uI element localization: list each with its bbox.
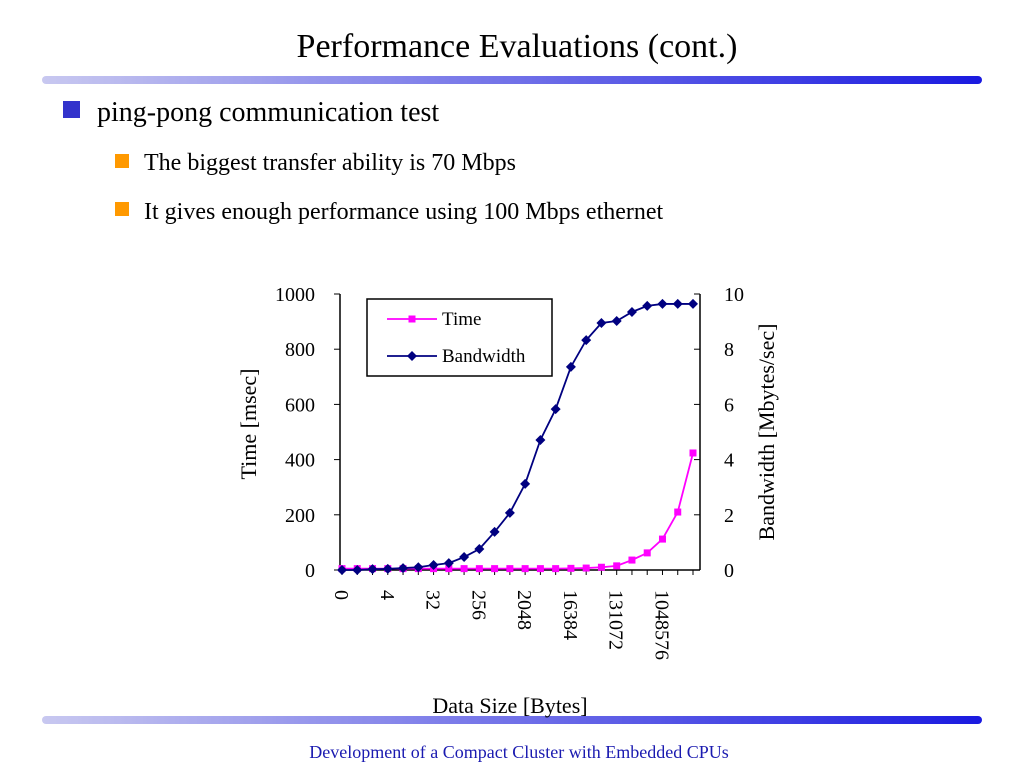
point (626, 306, 637, 317)
x-tick-label: 256 (467, 590, 489, 620)
point (642, 300, 653, 311)
point (489, 526, 500, 537)
point (459, 552, 470, 563)
y-axis-label: Time [msec] (236, 368, 261, 479)
y2-tick-label: 10 (724, 284, 744, 306)
point (337, 565, 347, 575)
legend-label: Bandwidth (442, 346, 526, 367)
point (382, 563, 393, 574)
y2-tick-label: 6 (724, 394, 734, 416)
point (613, 562, 621, 570)
point (352, 565, 363, 575)
x-axis-label: Data Size [Bytes] (432, 693, 587, 718)
slide-title: Performance Evaluations (cont.) (297, 28, 738, 65)
point (550, 404, 561, 415)
y-tick-label: 400 (285, 450, 315, 472)
point (460, 565, 468, 573)
point (689, 449, 697, 457)
point (428, 560, 439, 571)
y-tick-label: 800 (285, 339, 315, 361)
y-tick-label: 200 (285, 505, 315, 527)
point (628, 556, 636, 564)
point (398, 563, 409, 574)
point (407, 351, 417, 361)
x-tick-label: 131072 (605, 590, 627, 650)
point (367, 564, 378, 575)
point (535, 435, 546, 446)
y2-tick-label: 0 (724, 560, 734, 582)
x-tick-label: 1048576 (650, 590, 672, 660)
point (474, 544, 485, 555)
point (597, 563, 605, 571)
chart: 0 200 400 600 800 1000 0 2 4 6 8 10 0 4 32 256 2048 16384… (236, 284, 779, 718)
legend-box (366, 298, 553, 377)
point (491, 565, 499, 573)
legend-label: Time (442, 309, 481, 330)
bullet-icon (115, 154, 129, 168)
point (413, 562, 424, 573)
point (552, 565, 560, 573)
bullet: ping-pong communication test (97, 97, 439, 128)
point (504, 507, 515, 518)
point (567, 564, 575, 572)
y2-tick-label: 8 (724, 339, 734, 361)
rule (42, 716, 982, 724)
point (581, 335, 592, 346)
rule (42, 76, 982, 84)
point (688, 298, 698, 309)
y2-tick-label: 2 (724, 505, 734, 527)
bullet-icon (115, 202, 129, 216)
point (596, 317, 607, 328)
x-tick-label: 16384 (559, 590, 581, 640)
bullet-icon (63, 101, 80, 118)
y-tick-label: 600 (285, 394, 315, 416)
point (565, 361, 576, 372)
point (643, 549, 651, 557)
x-tick-label: 0 (330, 590, 352, 600)
x-tick-label: 4 (376, 590, 398, 600)
x-tick-label: 2048 (513, 590, 535, 630)
sub-bullet: It gives enough performance using 100 Mb… (144, 199, 664, 225)
point (582, 564, 590, 572)
x-tick-label: 32 (422, 590, 444, 610)
y2-axis-label: Bandwidth [Mbytes/sec] (754, 324, 779, 541)
sub-bullet: The biggest transfer ability is 70 Mbps (144, 150, 516, 176)
y-tick-label: 0 (305, 560, 315, 582)
y-tick-label: 1000 (275, 284, 315, 306)
series-line (342, 452, 694, 570)
point (672, 298, 683, 309)
point (657, 298, 668, 309)
point (475, 565, 483, 573)
y2-tick-label: 4 (724, 450, 734, 472)
point (506, 565, 514, 573)
point (536, 565, 544, 573)
point (521, 565, 529, 573)
point (520, 478, 531, 489)
point (445, 565, 453, 573)
point (674, 508, 682, 516)
footer: Development of a Compact Cluster with Em… (309, 742, 728, 762)
point (611, 316, 622, 327)
point (443, 558, 454, 569)
point (658, 535, 666, 543)
point (408, 315, 416, 323)
